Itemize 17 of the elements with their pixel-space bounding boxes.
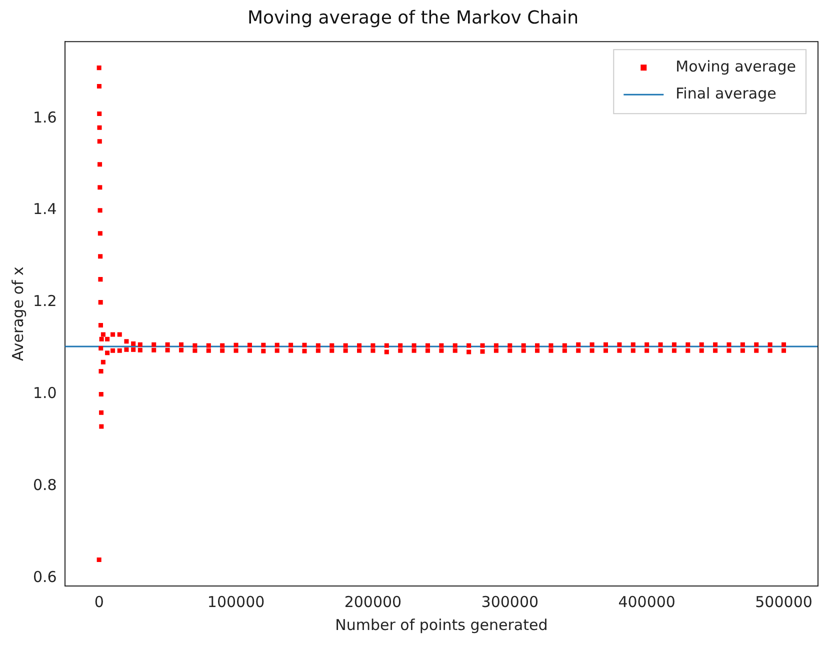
y-tick-label: 1.6 xyxy=(32,108,57,126)
y-tick-label: 1.0 xyxy=(32,384,57,402)
y-tick-label: 1.2 xyxy=(32,292,57,310)
y-tick-label: 0.8 xyxy=(32,476,57,494)
y-tick-label: 1.4 xyxy=(32,200,57,218)
chart-title: Moving average of the Markov Chain xyxy=(247,7,579,28)
y-tick-label: 0.6 xyxy=(32,568,57,586)
x-tick-label: 0 xyxy=(94,592,104,611)
legend-label: Moving average xyxy=(676,57,796,76)
legend-label: Final average xyxy=(676,84,776,102)
x-tick-label: 200000 xyxy=(344,592,402,611)
y-axis-title: Average of x xyxy=(8,266,27,362)
x-tick-label: 500000 xyxy=(755,592,812,611)
x-tick-label: 300000 xyxy=(481,592,539,611)
x-axis-title: Number of points generated xyxy=(335,616,548,634)
x-tick-label: 100000 xyxy=(207,592,265,611)
x-tick-label: 400000 xyxy=(618,592,676,611)
